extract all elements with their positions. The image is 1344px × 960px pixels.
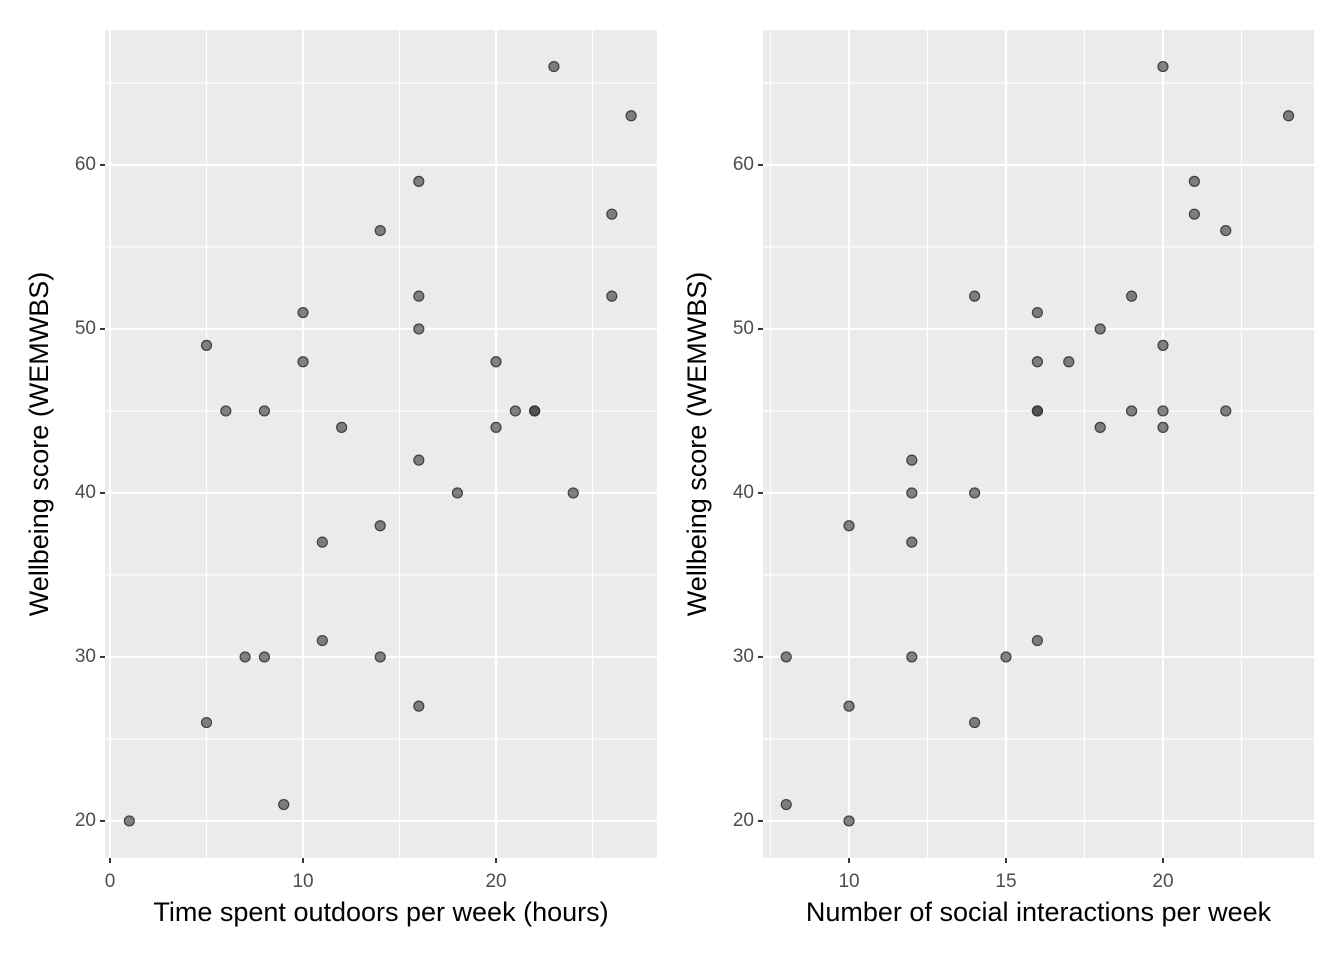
x-tick-label: 20 xyxy=(485,871,506,892)
point xyxy=(374,520,386,532)
y-axis-label: Wellbeing score (WEMWBS) xyxy=(24,272,54,617)
point xyxy=(258,405,271,417)
point xyxy=(548,60,560,73)
point xyxy=(969,487,981,499)
x-axis-label: Number of social interactions per week xyxy=(806,897,1272,927)
point xyxy=(374,651,386,663)
point xyxy=(1188,175,1200,187)
point xyxy=(316,634,328,647)
point xyxy=(413,700,425,712)
point xyxy=(1282,110,1295,122)
point xyxy=(490,356,502,368)
y-tick-label: 30 xyxy=(733,646,754,667)
point xyxy=(278,798,290,811)
panel-background xyxy=(105,30,657,858)
point xyxy=(1157,60,1169,73)
panel-background xyxy=(763,30,1314,858)
x-axis-label: Time spent outdoors per week (hours) xyxy=(153,897,608,927)
point xyxy=(413,323,425,335)
point xyxy=(1031,356,1044,368)
point xyxy=(1125,405,1138,417)
point xyxy=(1220,405,1232,417)
y-tick-label: 60 xyxy=(75,154,96,175)
y-tick-label: 30 xyxy=(75,646,96,667)
point xyxy=(969,716,981,729)
point xyxy=(1157,421,1169,433)
point xyxy=(297,356,309,368)
point xyxy=(1220,224,1232,237)
x-tick-label: 10 xyxy=(292,871,313,892)
point xyxy=(1063,356,1075,368)
point xyxy=(413,454,425,466)
point xyxy=(258,651,271,663)
point xyxy=(843,815,855,827)
y-tick-label: 40 xyxy=(75,482,96,503)
point xyxy=(606,208,618,220)
x-tick-label: 15 xyxy=(995,871,1016,892)
point xyxy=(529,405,541,417)
point xyxy=(336,421,348,433)
point xyxy=(906,536,918,548)
point xyxy=(1094,323,1106,335)
point xyxy=(1031,405,1044,417)
point xyxy=(509,405,521,417)
point xyxy=(1157,405,1169,417)
x-tick-label: 0 xyxy=(105,871,116,892)
y-tick-label: 50 xyxy=(75,318,96,339)
point xyxy=(1000,651,1012,663)
y-tick-label: 20 xyxy=(75,810,96,831)
y-tick-label: 50 xyxy=(733,318,754,339)
y-tick-label: 60 xyxy=(733,154,754,175)
point xyxy=(1125,290,1138,302)
point xyxy=(1031,634,1044,647)
point xyxy=(843,520,855,532)
point xyxy=(625,110,637,122)
point xyxy=(969,290,981,302)
point xyxy=(200,716,213,729)
point xyxy=(297,306,309,319)
point xyxy=(220,405,232,417)
point xyxy=(1031,306,1044,319)
x-tick-label: 10 xyxy=(838,871,859,892)
point xyxy=(906,651,918,663)
point xyxy=(780,651,792,663)
point xyxy=(239,651,251,663)
point xyxy=(200,339,213,351)
point xyxy=(451,487,464,499)
x-tick-label: 20 xyxy=(1152,871,1173,892)
point xyxy=(316,536,328,548)
y-axis-label: Wellbeing score (WEMWBS) xyxy=(682,272,712,617)
point xyxy=(123,815,135,827)
y-tick-label: 40 xyxy=(733,482,754,503)
point xyxy=(490,421,502,433)
point xyxy=(413,290,425,302)
point xyxy=(606,290,618,302)
point xyxy=(843,700,855,712)
point xyxy=(374,224,386,237)
point xyxy=(1094,421,1106,433)
point xyxy=(413,175,425,187)
point xyxy=(780,798,792,811)
point xyxy=(567,487,579,499)
point xyxy=(1188,208,1200,220)
point xyxy=(1157,339,1169,351)
point xyxy=(906,454,918,466)
point xyxy=(906,487,918,499)
y-tick-label: 20 xyxy=(733,810,754,831)
